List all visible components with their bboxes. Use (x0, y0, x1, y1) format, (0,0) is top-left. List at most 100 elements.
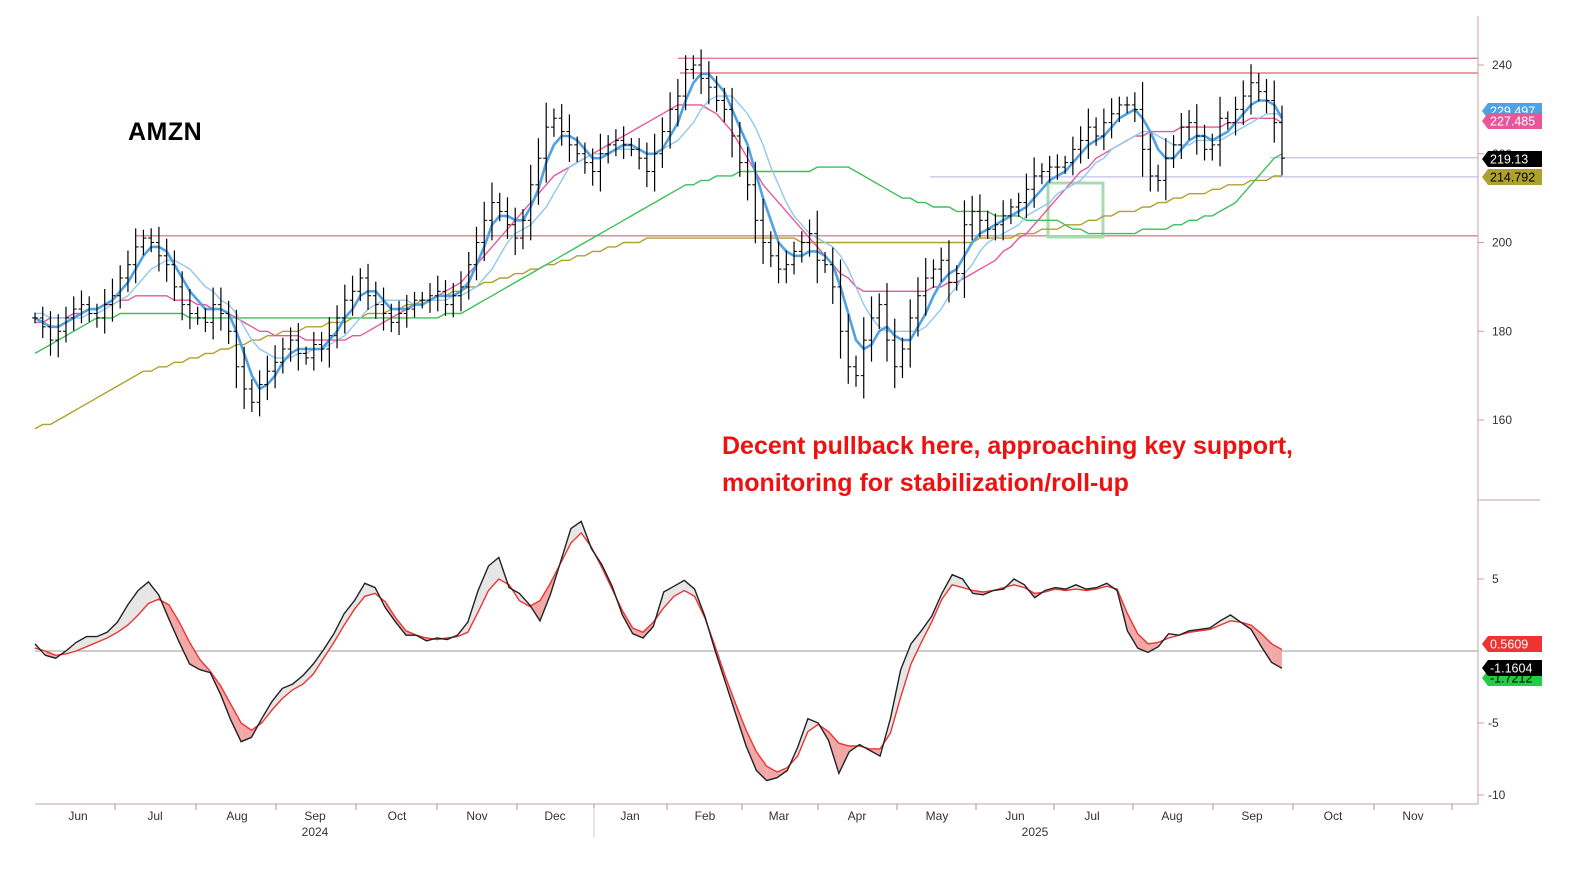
osc-fill (674, 580, 685, 597)
label-signal-bg (1482, 636, 1542, 652)
osc-fill (138, 581, 149, 615)
osc-fill (148, 581, 159, 604)
osc-fill (467, 590, 479, 633)
osc-fill (1127, 613, 1138, 649)
osc-fill (900, 643, 911, 698)
osc-fill (797, 718, 808, 757)
y-tick-label: -5 (1488, 716, 1499, 730)
osc-fill (746, 730, 757, 771)
annotation-line-1: Decent pullback here, approaching key su… (722, 432, 1293, 460)
y-tick-label: 5 (1492, 572, 1499, 586)
x-tick-label: Jun (1005, 809, 1024, 823)
label-osc-bg (1482, 660, 1542, 676)
osc-fill (766, 766, 777, 781)
y-tick-label: 180 (1492, 324, 1512, 338)
annotation-line-2: monitoring for stabilization/roll-up (722, 469, 1129, 497)
osc-fill (838, 743, 850, 774)
x-tick-label: Nov (1402, 809, 1423, 823)
osc-fill (1137, 633, 1148, 653)
x-tick-label: Feb (695, 809, 716, 823)
osc-fill (1148, 642, 1159, 653)
label-signal-text: 0.5609 (1490, 638, 1528, 652)
label-pink-ma-text: 227.485 (1490, 115, 1535, 129)
osc-fill (272, 688, 283, 710)
osc-fill (756, 751, 767, 781)
osc-fill (488, 557, 499, 591)
osc-fill (96, 632, 108, 643)
osc-fill (807, 718, 819, 732)
x-tick-label: Nov (466, 809, 487, 823)
osc-fill (1220, 615, 1231, 626)
y-tick-label: 160 (1492, 413, 1512, 427)
support-resistance-levels (135, 57, 1478, 239)
osc-fill (735, 704, 747, 746)
osc-fill (179, 622, 190, 664)
osc-fill (107, 622, 118, 638)
osc-fill (117, 604, 128, 633)
osc-fill (354, 583, 365, 610)
osc-fill (911, 630, 922, 664)
osc-fill (313, 649, 324, 674)
osc-fill (632, 628, 643, 638)
x-tick-label: Oct (1324, 809, 1343, 823)
label-olive-ma: 214.792 (1482, 169, 1542, 185)
label-pink-ma: 227.485 (1482, 113, 1542, 129)
x-tick-label: Jun (68, 809, 87, 823)
x-tick-label: Jul (147, 809, 162, 823)
label-price-bg (1482, 151, 1542, 167)
series-slow-ma (35, 95, 1282, 359)
year-label: 2024 (302, 825, 329, 839)
osc-fill (344, 600, 355, 626)
chart-title: AMZN (128, 118, 203, 146)
label-osc-text: -1.1604 (1490, 662, 1532, 676)
label-osc: -1.1604 (1482, 660, 1542, 676)
osc-fill (230, 704, 242, 742)
series-ma-green (34, 153, 1283, 355)
y-tick-label: 240 (1492, 58, 1512, 72)
x-tick-label: Aug (226, 809, 247, 823)
osc-fill (220, 685, 231, 721)
x-tick-label: Sep (1241, 809, 1263, 823)
x-tick-label: Sep (304, 809, 326, 823)
label-price-text: 219.13 (1490, 153, 1528, 167)
label-pink-ma-bg (1482, 113, 1542, 129)
osc-fill (1271, 643, 1282, 669)
oscillator-panel (34, 520, 1478, 782)
x-tick-label: Apr (848, 809, 867, 823)
osc-fill (333, 613, 345, 643)
x-tick-label: Dec (544, 809, 565, 823)
series-ma-olive (34, 175, 1282, 430)
osc-fill (540, 583, 551, 621)
year-label: 2025 (1022, 825, 1049, 839)
osc-fill (684, 580, 695, 597)
label-price: 219.13 (1482, 151, 1542, 167)
osc-fill (189, 642, 200, 670)
label-olive-ma-bg (1482, 169, 1542, 185)
last-value-labels: 229.497227.485219.13214.792-1.72120.5609… (1482, 103, 1542, 686)
osc-fill (952, 574, 963, 588)
osc-fill (890, 669, 901, 734)
osc-fill (127, 590, 139, 626)
osc-fill (323, 633, 334, 659)
label-signal: 0.5609 (1482, 636, 1542, 652)
chart-annotation: Decent pullback here, approaching key su… (722, 428, 1293, 502)
x-tick-label: Jul (1084, 809, 1099, 823)
y-tick-label: 200 (1492, 236, 1512, 250)
x-tick-label: Mar (769, 809, 790, 823)
series-ma-pink (35, 104, 1283, 341)
series-signal (34, 531, 1283, 773)
osc-fill (169, 604, 180, 643)
osc-fill (643, 622, 654, 638)
x-tick-label: Oct (388, 809, 407, 823)
label-olive-ma-text: 214.792 (1490, 171, 1535, 185)
x-tick-label: Aug (1161, 809, 1182, 823)
y-tick-label: -10 (1488, 788, 1506, 802)
osc-fill (663, 586, 674, 608)
osc-fill (303, 664, 314, 685)
osc-fill (478, 566, 489, 613)
series-fast-ma (34, 72, 1284, 391)
osc-fill (86, 636, 97, 647)
x-tick-label: Jan (620, 809, 639, 823)
